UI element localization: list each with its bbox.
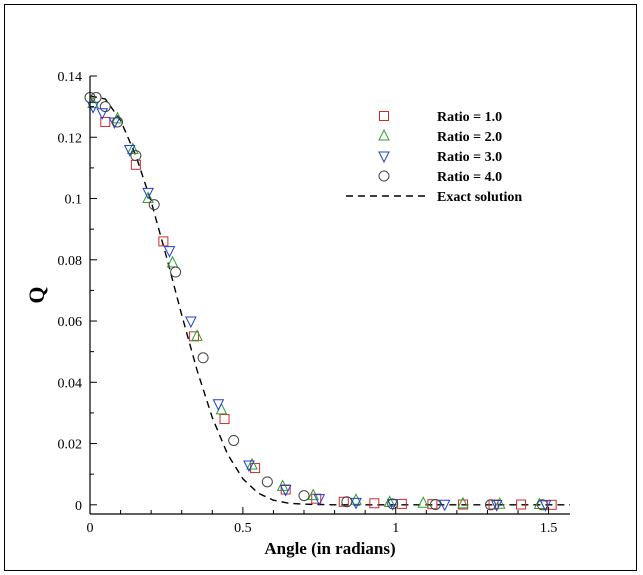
ratio-1-point xyxy=(100,116,111,127)
ratio-3-point xyxy=(313,494,326,506)
ratio-1-point xyxy=(396,498,407,509)
y-tick-label: 0.06 xyxy=(58,315,83,330)
ratio-3-point xyxy=(212,399,225,411)
legend-label-ratio-4: Ratio = 4.0 xyxy=(437,170,502,185)
ratio-3-point xyxy=(123,145,136,157)
ratio-3-point xyxy=(279,484,292,497)
x-axis-title: Angle (in radians) xyxy=(264,539,395,558)
legend-label-ratio-2: Ratio = 2.0 xyxy=(437,130,502,145)
ratio-2-point xyxy=(191,329,203,341)
ratio-4-point xyxy=(130,150,142,162)
ratio-4-point xyxy=(112,116,124,128)
ratio-2-point xyxy=(493,497,506,509)
ratio-3-point xyxy=(490,500,503,512)
ratio-1-point xyxy=(457,499,468,510)
ratio-2-point xyxy=(246,457,258,470)
y-tick-label: 0.14 xyxy=(58,70,83,85)
ratio-4-point xyxy=(170,266,182,278)
legend-marker-ratio-4 xyxy=(378,170,390,182)
ratio-3-point xyxy=(142,187,154,200)
ratio-4-point xyxy=(148,199,160,211)
y-axis-title: Q xyxy=(24,286,49,303)
ratio-4-point xyxy=(228,434,240,446)
ratio-1-point xyxy=(158,236,169,247)
ratio-4-point xyxy=(99,101,111,113)
ratio-4-point xyxy=(261,476,273,488)
ratio-1-point xyxy=(219,414,230,425)
ratio-4-point xyxy=(90,91,102,103)
legend-label-exact-solution: Exact solution xyxy=(437,190,522,205)
x-tick-label: 1 xyxy=(392,521,399,536)
ratio-4-point xyxy=(197,352,209,364)
ratio-2-point xyxy=(142,191,154,204)
ratio-2-point xyxy=(350,493,362,505)
ratio-4-point xyxy=(429,499,441,511)
ratio-4-point xyxy=(536,499,548,511)
y-tick-label: 0.02 xyxy=(58,438,83,453)
ratio-2-point xyxy=(417,496,430,508)
x-tick-label: 1.5 xyxy=(540,521,558,536)
ratio-4-point xyxy=(298,490,310,502)
ratio-1-point xyxy=(516,499,527,510)
legend-marker-ratio-2 xyxy=(378,128,390,141)
figure-frame xyxy=(4,4,637,571)
ratio-4-point xyxy=(387,498,399,510)
ratio-3-point xyxy=(438,499,451,512)
x-ticks: 0 0.5 1 1.5 xyxy=(87,507,558,536)
ratio-4-point xyxy=(485,499,497,511)
ratio-1-point xyxy=(369,498,380,509)
ratio-3-point xyxy=(163,246,176,258)
legend-marker-ratio-3 xyxy=(378,151,390,164)
x-tick-label: 0 xyxy=(87,521,94,536)
y-tick-label: 0.12 xyxy=(58,131,83,146)
exact-solution-line xyxy=(89,95,570,506)
x-tick-label: 0.5 xyxy=(234,521,252,536)
y-tick-label: 0 xyxy=(75,499,82,514)
ratio-3-point xyxy=(96,108,109,120)
plot-marks xyxy=(84,91,570,512)
ratio-2-point xyxy=(166,255,179,268)
legend-label-ratio-3: Ratio = 3.0 xyxy=(437,150,502,165)
ratio-3-point xyxy=(185,316,197,329)
y-tick-label: 0.1 xyxy=(65,193,83,208)
legend: Ratio = 1.0 Ratio = 2.0 Ratio = 3.0 Ratio =… xyxy=(346,110,522,205)
ratio-2-point xyxy=(457,496,469,509)
ratio-3-point xyxy=(386,499,399,511)
ratio-3-point xyxy=(243,460,255,473)
legend-label-ratio-1: Ratio = 1.0 xyxy=(437,110,502,125)
ratio-3-point xyxy=(350,497,362,510)
y-ticks: 0 0.02 0.04 0.06 0.08 0.1 0.12 0.14 xyxy=(58,70,97,514)
ratio-2-point xyxy=(383,495,396,507)
ratio-2-point xyxy=(126,142,139,155)
legend-marker-ratio-1 xyxy=(379,111,389,121)
y-tick-label: 0.08 xyxy=(58,254,83,269)
ratio-4-point xyxy=(341,496,353,508)
y-tick-label: 0.04 xyxy=(58,376,83,391)
